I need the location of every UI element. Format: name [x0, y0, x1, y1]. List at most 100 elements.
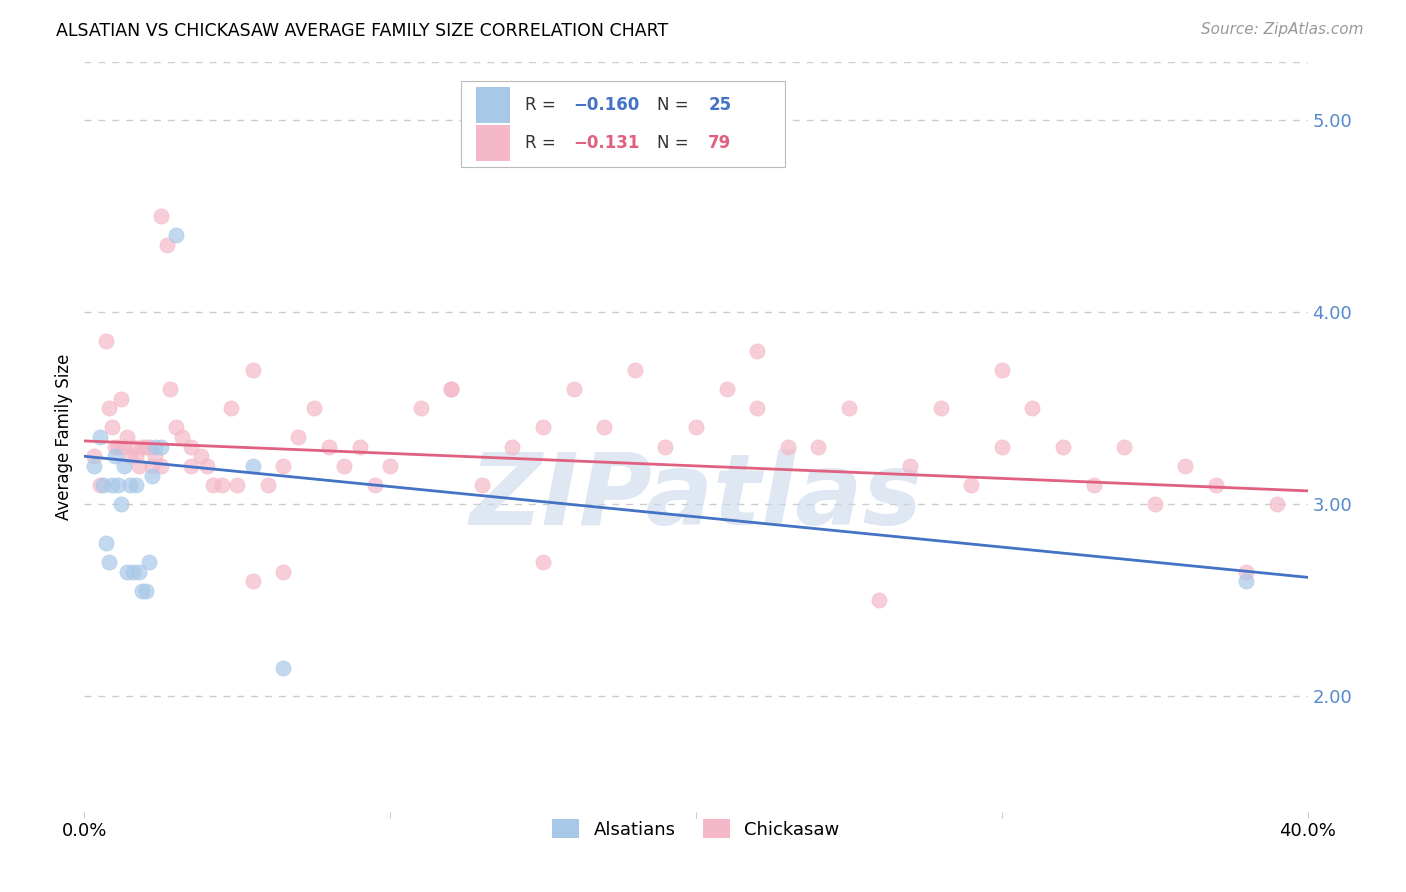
Point [180, 440, 202, 454]
Text: R =: R = [524, 134, 561, 152]
Point [1265, 497, 1288, 511]
Point [1143, 497, 1166, 511]
Text: R =: R = [524, 96, 561, 114]
Text: −0.131: −0.131 [574, 134, 640, 152]
Text: Source: ZipAtlas.com: Source: ZipAtlas.com [1201, 22, 1364, 37]
Point [440, 382, 463, 396]
Point [747, 401, 769, 416]
Point [125, 450, 148, 464]
Point [257, 478, 280, 492]
Point [190, 450, 212, 464]
Point [156, 238, 179, 252]
Point [165, 420, 187, 434]
Point [94, 334, 117, 348]
Point [807, 440, 830, 454]
Point [929, 401, 952, 416]
Point [115, 430, 138, 444]
Point [380, 458, 402, 473]
Point [898, 458, 921, 473]
Point [131, 583, 153, 598]
Point [128, 565, 150, 579]
Point [122, 565, 145, 579]
Point [271, 458, 294, 473]
FancyBboxPatch shape [475, 87, 510, 123]
Point [143, 450, 166, 464]
Point [1236, 574, 1258, 589]
Text: N =: N = [657, 96, 693, 114]
Point [302, 401, 325, 416]
Point [1205, 478, 1227, 492]
Point [960, 478, 983, 492]
Point [89, 430, 111, 444]
Point [531, 420, 554, 434]
Point [104, 450, 127, 464]
Point [101, 420, 124, 434]
Point [97, 555, 120, 569]
Point [122, 440, 145, 454]
Point [172, 430, 194, 444]
Point [991, 440, 1014, 454]
Point [242, 363, 264, 377]
Point [562, 382, 585, 396]
Point [624, 363, 647, 377]
Point [333, 458, 356, 473]
Point [138, 440, 160, 454]
Point [364, 478, 387, 492]
Point [349, 440, 371, 454]
Point [135, 583, 157, 598]
Point [776, 440, 799, 454]
Point [107, 440, 129, 454]
Point [149, 458, 172, 473]
Point [242, 458, 264, 473]
Point [110, 392, 132, 406]
Point [502, 440, 524, 454]
Point [97, 401, 120, 416]
Text: 79: 79 [709, 134, 731, 152]
Legend: Alsatians, Chickasaw: Alsatians, Chickasaw [543, 810, 849, 847]
Point [125, 478, 148, 492]
Point [1174, 458, 1197, 473]
FancyBboxPatch shape [475, 125, 510, 161]
Point [83, 450, 105, 464]
Point [110, 497, 132, 511]
Point [135, 440, 157, 454]
Point [226, 478, 249, 492]
Point [195, 458, 218, 473]
FancyBboxPatch shape [461, 81, 786, 168]
Point [1114, 440, 1136, 454]
Point [165, 228, 187, 243]
Point [138, 555, 160, 569]
Point [149, 209, 172, 223]
Point [141, 458, 163, 473]
Point [112, 458, 135, 473]
Point [1052, 440, 1074, 454]
Point [107, 478, 129, 492]
Point [318, 440, 340, 454]
Point [287, 430, 309, 444]
Point [141, 468, 163, 483]
Point [716, 382, 738, 396]
Point [747, 343, 769, 358]
Point [159, 382, 181, 396]
Point [149, 440, 172, 454]
Point [104, 440, 127, 454]
Point [112, 440, 135, 454]
Point [440, 382, 463, 396]
Point [869, 593, 891, 607]
Point [143, 440, 166, 454]
Text: ZIPatlas: ZIPatlas [470, 449, 922, 546]
Point [409, 401, 432, 416]
Point [201, 478, 224, 492]
Y-axis label: Average Family Size: Average Family Size [55, 354, 73, 520]
Text: −0.160: −0.160 [574, 96, 640, 114]
Point [471, 478, 494, 492]
Point [101, 478, 124, 492]
Point [1083, 478, 1105, 492]
Point [94, 535, 117, 549]
Text: ALSATIAN VS CHICKASAW AVERAGE FAMILY SIZE CORRELATION CHART: ALSATIAN VS CHICKASAW AVERAGE FAMILY SIZ… [56, 22, 668, 40]
Point [242, 574, 264, 589]
Text: 25: 25 [709, 96, 731, 114]
Point [120, 450, 142, 464]
Point [838, 401, 860, 416]
Point [211, 478, 233, 492]
